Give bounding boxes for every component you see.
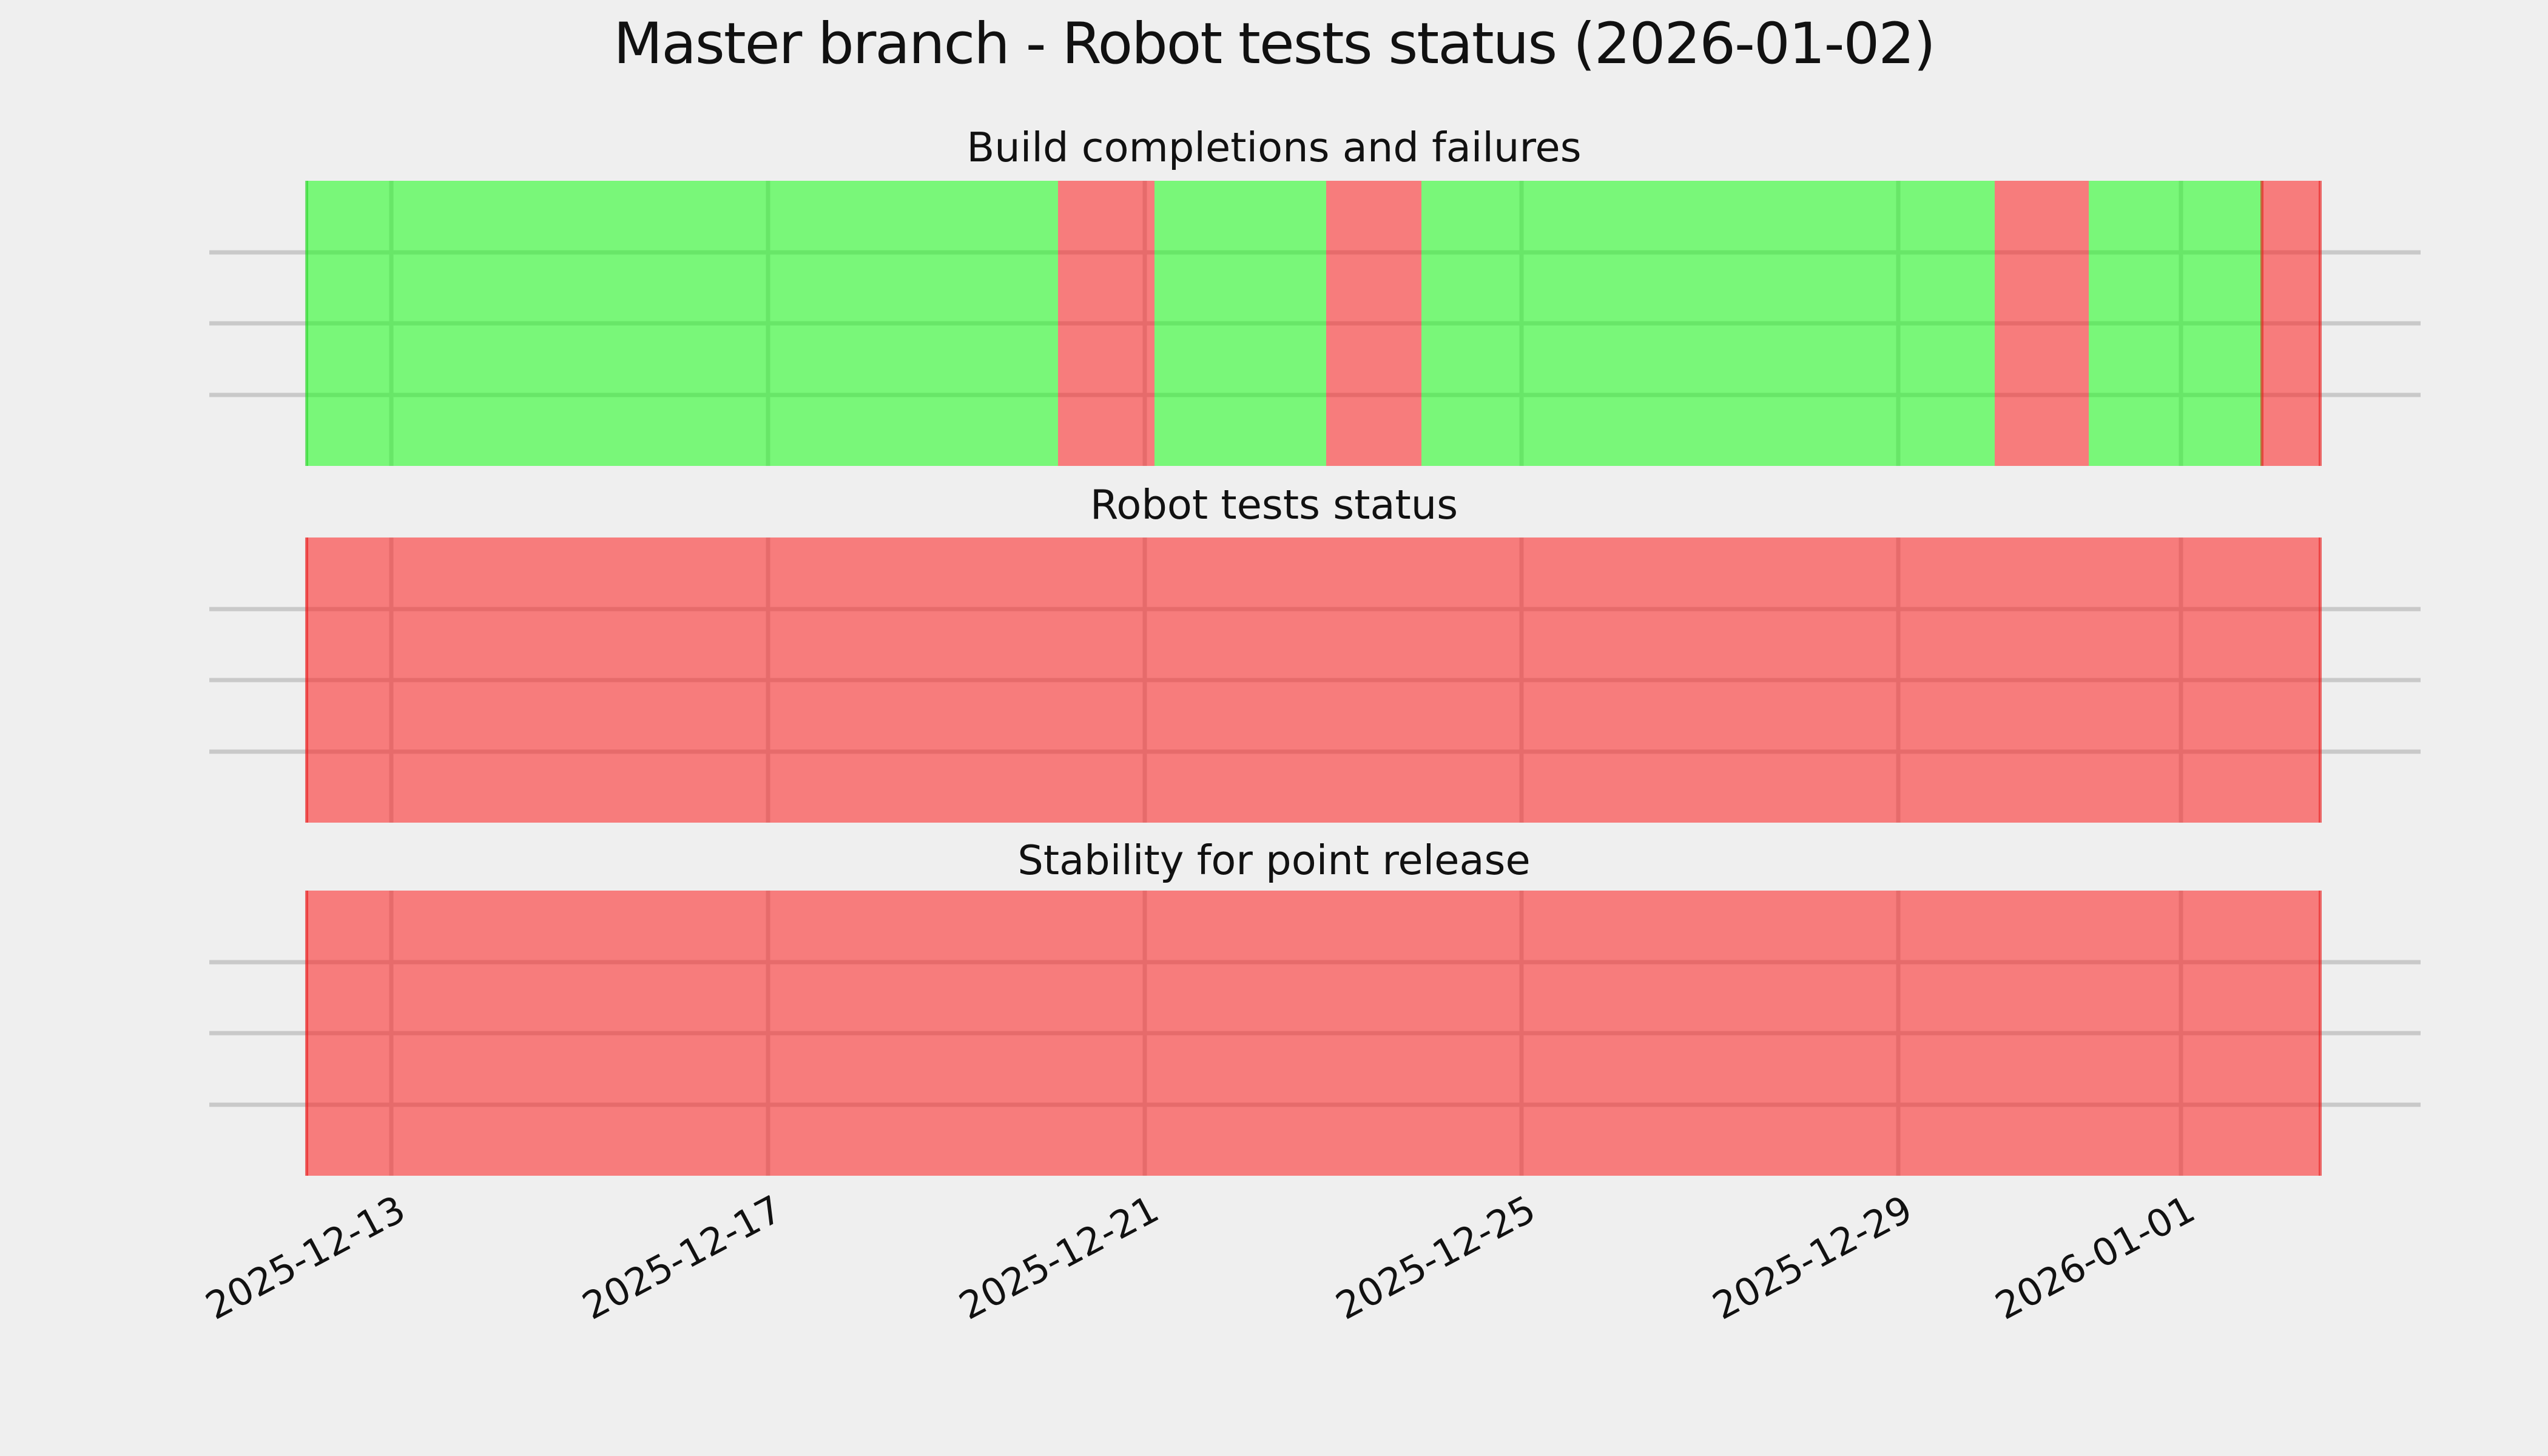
x-tick-label: 2025-12-13 [198,1187,413,1329]
panel-axes [209,181,2421,466]
figure-title: Master branch - Robot tests status (2026… [613,11,1936,77]
status-bars [305,538,2322,823]
bar-edge-line [305,891,308,1176]
x-tick-label: 2025-12-25 [1328,1187,1543,1329]
x-tick-label: 2025-12-29 [1705,1187,1919,1329]
status-bars [305,891,2322,1176]
bar-edge-line [305,181,308,466]
x-tick-label: 2026-01-01 [1987,1187,2202,1329]
panel-axes [209,891,2421,1176]
bar-segment-fail [1057,181,1154,466]
bar-edge-line [2318,538,2322,823]
bar-edge-line [305,538,308,823]
x-tick-label: 2025-12-21 [951,1187,1166,1329]
bar-edge-line [2318,891,2322,1176]
bar-segment-pass [1154,181,1327,466]
bar-segment-fail [306,891,2320,1176]
bar-segment-fail [306,538,2320,823]
bar-segment-pass [306,181,1058,466]
bar-segment-fail [2262,181,2320,466]
bar-segment-pass [2088,181,2262,466]
panel-subtitle: Stability for point release [1017,837,1531,884]
x-tick-label: 2025-12-17 [575,1187,789,1329]
bar-segment-fail [1326,181,1422,466]
bar-edge-line [2260,181,2264,466]
bar-edge-line [2318,181,2322,466]
bar-segment-fail [1994,181,2089,466]
status-bars [305,181,2322,466]
panel-subtitle: Build completions and failures [966,124,1582,171]
bar-segment-pass [1421,181,1995,466]
panel-axes [209,538,2421,823]
panel-subtitle: Robot tests status [1090,481,1458,528]
